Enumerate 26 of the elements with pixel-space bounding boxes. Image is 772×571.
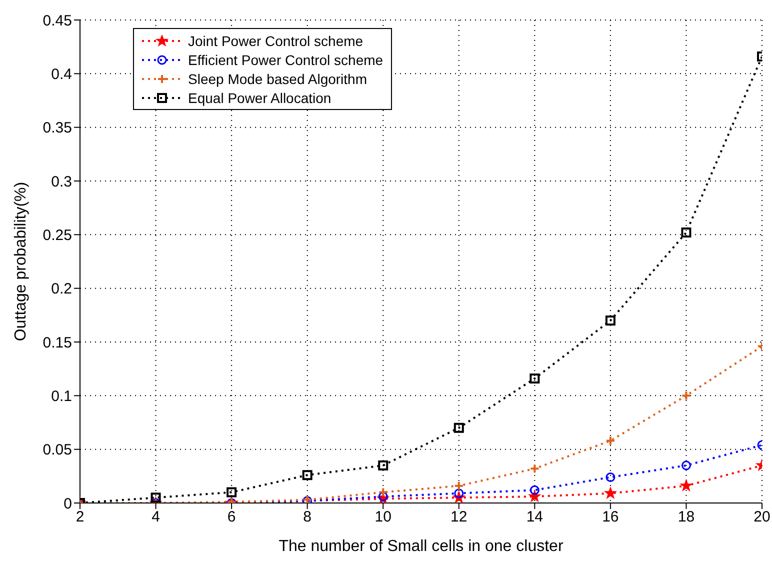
y-tick-label: 0.1 bbox=[51, 388, 72, 405]
y-tick-label: 0.45 bbox=[42, 12, 72, 30]
y-tick-label: 0.3 bbox=[51, 173, 72, 190]
y-tick-label: 0.35 bbox=[42, 120, 72, 137]
y-axis-title: Outtage probability(%) bbox=[12, 182, 30, 342]
x-tick-label: 6 bbox=[227, 508, 236, 526]
x-tick-label: 8 bbox=[303, 508, 312, 526]
y-tick-label: 0.2 bbox=[51, 280, 72, 298]
legend-label: Joint Power Control scheme bbox=[188, 32, 364, 48]
x-tick-label: 4 bbox=[152, 508, 160, 526]
x-tick-label: 2 bbox=[76, 508, 84, 526]
y-tick-label: 0.25 bbox=[42, 226, 72, 244]
legend-label: Sleep Mode based Algorithm bbox=[188, 70, 367, 86]
y-tick-label: 0.05 bbox=[42, 442, 72, 459]
y-tick-label: 0.4 bbox=[51, 66, 72, 83]
legend-label: Efficient Power Control scheme bbox=[188, 52, 384, 68]
y-tick-label: 0.15 bbox=[42, 334, 72, 352]
x-tick-label: 14 bbox=[526, 508, 544, 526]
x-tick-label: 10 bbox=[374, 508, 392, 526]
y-tick-label: 0 bbox=[64, 495, 72, 512]
x-tick-label: 12 bbox=[450, 508, 468, 526]
x-tick-label: 18 bbox=[678, 508, 695, 526]
legend-label: Equal Power Allocation bbox=[188, 90, 332, 106]
x-axis-title: The number of Small cells in one cluster bbox=[278, 538, 564, 555]
x-tick-label: 16 bbox=[602, 508, 619, 526]
x-tick-label: 20 bbox=[754, 508, 770, 526]
